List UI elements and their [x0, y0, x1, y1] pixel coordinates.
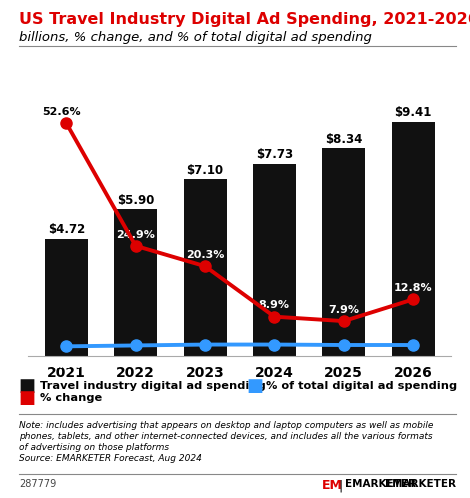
Text: phones, tablets, and other internet-connected devices, and includes all the vari: phones, tablets, and other internet-conn…: [19, 432, 432, 441]
Bar: [183, 179, 227, 356]
Text: $7.10: $7.10: [187, 164, 224, 177]
Text: of advertising on those platforms: of advertising on those platforms: [19, 443, 169, 452]
Text: 24.9%: 24.9%: [116, 230, 155, 240]
Text: $9.41: $9.41: [394, 106, 432, 119]
Text: 8.9%: 8.9%: [259, 300, 290, 310]
Bar: [114, 209, 157, 356]
Text: % of total digital ad spending: % of total digital ad spending: [266, 381, 457, 391]
Text: 2.2%: 2.2%: [52, 360, 81, 370]
Bar: [392, 122, 435, 356]
Text: $4.72: $4.72: [48, 223, 85, 236]
Text: 2.4%: 2.4%: [121, 359, 150, 369]
Text: Source: EMARKETER Forecast, Aug 2024: Source: EMARKETER Forecast, Aug 2024: [19, 454, 202, 463]
Text: EMARKETER: EMARKETER: [345, 479, 416, 489]
Text: $5.90: $5.90: [117, 194, 154, 207]
Text: |: |: [338, 479, 343, 492]
Text: 52.6%: 52.6%: [42, 107, 81, 117]
Text: Note: includes advertising that appears on desktop and laptop computers as well : Note: includes advertising that appears …: [19, 421, 433, 430]
Text: US Travel Industry Digital Ad Spending, 2021-2026: US Travel Industry Digital Ad Spending, …: [19, 12, 470, 27]
Text: billions, % change, and % of total digital ad spending: billions, % change, and % of total digit…: [19, 31, 372, 44]
Text: 2.5%: 2.5%: [399, 359, 428, 369]
Text: 7.9%: 7.9%: [328, 305, 359, 315]
Text: 2.6%: 2.6%: [260, 358, 289, 368]
Bar: [45, 239, 88, 356]
Text: 2.5%: 2.5%: [329, 359, 358, 369]
Bar: [322, 148, 365, 356]
Bar: [253, 163, 296, 356]
Text: $7.73: $7.73: [256, 148, 293, 161]
Text: ■: ■: [19, 389, 36, 407]
Text: ■: ■: [19, 377, 36, 395]
Text: ■: ■: [247, 377, 264, 395]
Text: Travel industry digital ad spending: Travel industry digital ad spending: [40, 381, 266, 391]
Text: 2.6%: 2.6%: [190, 358, 219, 368]
Text: 20.3%: 20.3%: [186, 250, 224, 260]
Text: EMARKETER: EMARKETER: [385, 479, 456, 489]
Text: $8.34: $8.34: [325, 133, 362, 146]
Text: EM: EM: [322, 479, 343, 492]
Text: 12.8%: 12.8%: [394, 283, 432, 293]
Text: % change: % change: [40, 393, 102, 403]
Text: 287779: 287779: [19, 479, 56, 489]
